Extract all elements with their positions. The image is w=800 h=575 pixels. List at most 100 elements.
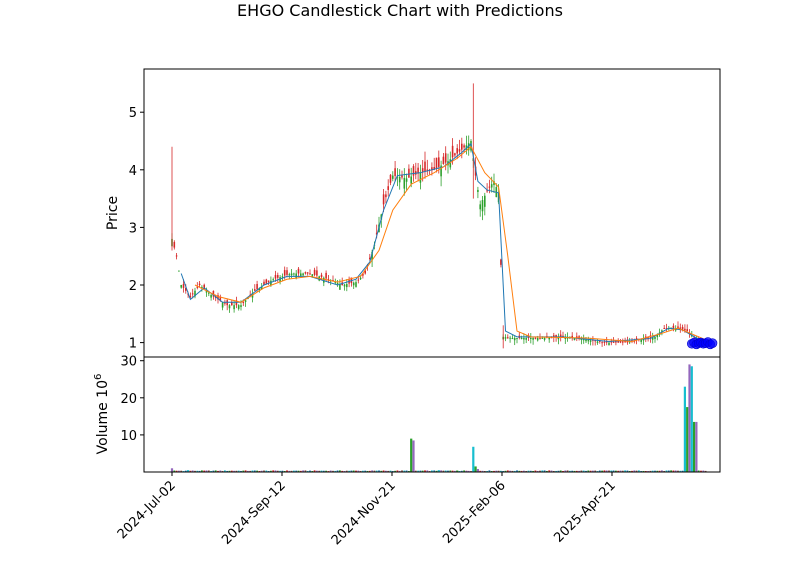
candle-body <box>451 145 454 158</box>
volume-bar <box>421 470 424 472</box>
volume-bar <box>610 470 613 472</box>
volume-bar <box>534 470 537 472</box>
candle-body <box>458 149 461 152</box>
volume-bar <box>677 470 679 472</box>
candle-body <box>684 328 686 331</box>
volume-bar <box>702 470 705 472</box>
price-y-tick-label: 2 <box>129 279 137 294</box>
volume-bar <box>191 470 194 472</box>
candle-body <box>260 286 263 290</box>
volume-bar <box>224 470 226 472</box>
volume-bar <box>624 470 626 472</box>
candle-body <box>191 293 194 295</box>
volume-bar <box>481 470 484 472</box>
candle-body <box>665 327 668 329</box>
volume-bar <box>626 470 629 472</box>
candle-body <box>550 337 553 339</box>
candle-body <box>240 305 242 307</box>
volume-bar <box>592 470 594 472</box>
volume-bar <box>520 470 523 472</box>
candle-body <box>656 334 659 338</box>
volume-bar <box>368 470 371 472</box>
candle-body <box>385 194 387 198</box>
volume-bar <box>237 470 240 472</box>
candle-body <box>573 337 576 341</box>
volume-bar <box>550 470 553 472</box>
candle-body <box>394 168 396 177</box>
candle-body <box>231 302 233 306</box>
prediction-point <box>707 338 718 348</box>
candle-body <box>297 268 300 274</box>
candle-body <box>419 172 422 183</box>
candle-body <box>371 251 373 261</box>
volume-bar <box>170 468 174 472</box>
volume-bar <box>474 466 477 472</box>
candle-body <box>555 334 557 338</box>
candle-body <box>612 341 615 343</box>
candle-body <box>661 330 663 332</box>
volume-bar <box>493 470 495 472</box>
volume-bar <box>256 470 258 472</box>
candle-body <box>228 305 231 309</box>
volume-bar <box>260 470 263 472</box>
volume-bar <box>364 470 367 472</box>
candle-body <box>274 274 277 279</box>
candle-body <box>520 337 523 339</box>
candle-body <box>219 296 222 301</box>
volume-bar <box>290 470 293 472</box>
volume-bar <box>385 470 387 472</box>
candle-body <box>244 300 247 302</box>
candle-body <box>421 168 424 173</box>
candle-body <box>539 337 541 339</box>
volume-bar <box>270 470 272 472</box>
candle-body <box>603 341 606 343</box>
volume-bar <box>431 470 433 472</box>
candle-body <box>642 339 645 341</box>
candle-body <box>306 272 309 274</box>
volume-bar <box>665 470 668 472</box>
volume-bar <box>304 470 307 472</box>
volume-bars <box>170 364 707 472</box>
volume-bar <box>612 470 615 472</box>
candle-body <box>364 270 366 274</box>
candle-body <box>500 259 502 265</box>
candle-body <box>403 177 406 189</box>
x-tick-label: 2024-Nov-21 <box>329 478 399 548</box>
volume-bar <box>394 470 396 472</box>
volume-bar <box>240 470 242 472</box>
candle-body <box>293 273 295 275</box>
volume-bar <box>201 470 203 472</box>
price-y-tick-label: 1 <box>129 337 137 352</box>
volume-bar <box>184 470 187 472</box>
candle-body <box>417 167 419 174</box>
candle-body <box>530 337 532 339</box>
volume-axis-label-text: Volume 10 <box>95 380 111 454</box>
volume-bar <box>465 470 468 472</box>
candle-body <box>513 337 516 341</box>
candle-body <box>346 284 348 288</box>
volume-bar <box>635 470 638 472</box>
volume-axes-frame <box>143 356 721 473</box>
volume-bar <box>205 470 208 472</box>
candle-body <box>300 273 302 276</box>
candle-body <box>479 204 481 210</box>
candle-body <box>532 337 534 340</box>
x-tick-label: 2025-Apr-21 <box>551 478 618 545</box>
candle-body <box>217 295 219 300</box>
volume-bar <box>410 438 413 472</box>
volume-bar <box>373 470 376 472</box>
candle-body <box>601 342 603 344</box>
volume-bar <box>336 470 339 472</box>
volume-axis-exponent: 6 <box>93 374 104 380</box>
volume-bar <box>495 470 498 472</box>
candle-body <box>343 284 346 287</box>
candle-body <box>454 153 456 156</box>
volume-bar <box>449 470 452 472</box>
volume-bar <box>557 470 560 472</box>
volume-bar <box>247 470 249 472</box>
candle-body <box>194 290 196 297</box>
volume-bar <box>297 470 300 472</box>
volume-bar <box>564 470 567 472</box>
candle-body <box>302 273 304 276</box>
candle-body <box>610 341 613 343</box>
